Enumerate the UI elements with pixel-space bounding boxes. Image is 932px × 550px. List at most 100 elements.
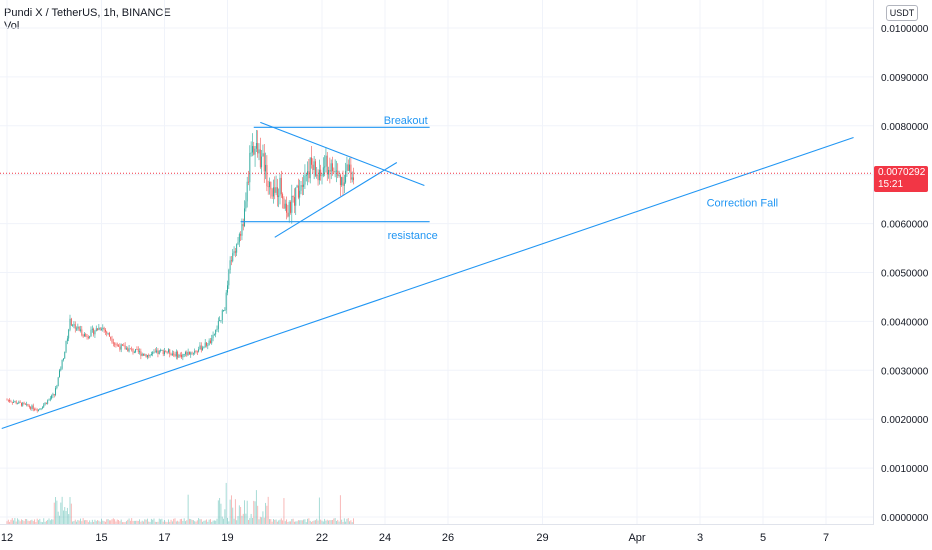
volume-bar <box>240 506 242 524</box>
candle-body <box>343 182 345 186</box>
volume-bar <box>146 518 148 524</box>
volume-bar <box>351 522 353 524</box>
volume-bar <box>238 505 240 524</box>
volume-bar <box>106 519 108 524</box>
candle-body <box>208 340 210 346</box>
candle-body <box>157 350 159 355</box>
candle-body <box>269 181 270 188</box>
time-tick-label: Apr <box>628 532 645 544</box>
volume-bar <box>324 518 326 524</box>
volume-bar <box>99 521 101 524</box>
symbol-title[interactable]: Pundi X / TetherUS, 1h, BINANCE <box>4 7 171 19</box>
volume-bar <box>251 517 253 524</box>
volume-bar <box>34 519 36 524</box>
volume-bar <box>220 503 222 524</box>
volume-bar <box>223 518 225 524</box>
volume-bar <box>161 518 163 524</box>
candles <box>6 129 354 413</box>
time-tick-label: 3 <box>697 532 703 544</box>
currency-button[interactable]: USDT <box>886 5 918 21</box>
volume-bar <box>272 519 274 524</box>
volume-bar <box>85 520 87 524</box>
candle-body <box>249 152 251 183</box>
volume-bar <box>32 521 34 524</box>
volume-bar <box>213 520 215 524</box>
time-axis[interactable]: 12 15 17 19 22 24 26 29 Apr 3 5 7 <box>1 532 829 544</box>
candle-body <box>174 354 176 357</box>
volume-bar <box>123 522 125 524</box>
candle-body <box>295 187 297 206</box>
volume-bar <box>212 520 214 524</box>
volume-bar <box>206 519 207 524</box>
candle-body <box>250 152 252 154</box>
candle-body <box>278 195 280 198</box>
volume-bar <box>31 519 33 524</box>
volume-bar <box>236 520 238 524</box>
volume-bar <box>297 520 299 524</box>
candle-body <box>7 399 9 401</box>
volume-bar <box>103 521 105 524</box>
volume-bar <box>62 510 64 524</box>
candle-body <box>236 244 238 253</box>
candle-body <box>259 149 261 168</box>
candle-body <box>81 329 83 336</box>
candle-body <box>36 409 38 411</box>
volume-bar <box>154 521 156 524</box>
volume-bar <box>203 520 205 524</box>
volume-bar <box>41 522 43 524</box>
annotation-text[interactable]: Breakout <box>384 115 428 127</box>
time-tick-label: 19 <box>221 532 233 544</box>
candle-body <box>309 157 311 179</box>
candle-body <box>230 260 232 262</box>
volume-bar <box>108 520 110 524</box>
volume-bar <box>28 521 30 524</box>
candle-body <box>204 342 206 348</box>
candle-body <box>122 344 123 346</box>
volume-bar <box>119 521 121 524</box>
volume-indicator-label[interactable]: Vol <box>4 20 20 32</box>
trend-line-long-support[interactable] <box>1 137 854 430</box>
candle-body <box>238 234 240 243</box>
volume-bar <box>188 518 190 524</box>
candle-body <box>255 143 257 149</box>
candle-body <box>312 164 314 171</box>
candle-body <box>188 351 190 355</box>
volume-bar <box>280 518 282 524</box>
trend-line-triangle-lower[interactable] <box>274 162 398 238</box>
candle-body <box>78 326 80 331</box>
trend-line-triangle-upper[interactable] <box>260 121 425 186</box>
volume-bar <box>191 519 193 524</box>
volume-bar <box>303 519 305 524</box>
annotation-text[interactable]: Correction Fall <box>707 197 779 209</box>
candle-body <box>19 401 21 403</box>
volume-bar <box>233 518 235 524</box>
candle-body <box>326 155 328 175</box>
volume-bar <box>72 521 74 524</box>
candle-body <box>143 353 144 356</box>
candle-body <box>173 353 175 355</box>
volume-bar <box>156 521 158 524</box>
price-tick-label: 0.0040000 <box>881 317 929 328</box>
volume-bar <box>93 521 95 524</box>
candle-body <box>99 327 101 330</box>
volume-bar <box>237 516 239 524</box>
volume-bar <box>291 519 293 524</box>
candle-body <box>318 169 320 181</box>
candle-body <box>115 343 117 345</box>
candle-body <box>267 186 269 188</box>
candle-body <box>198 349 200 352</box>
candle-body <box>304 175 306 185</box>
price-axis[interactable]: 0.0000000 0.0010000 0.0020000 0.0030000 0.00… <box>881 24 929 524</box>
candle-body <box>342 177 344 186</box>
volume-bar <box>338 521 340 524</box>
volume-bar <box>76 521 78 524</box>
volume-bar <box>18 519 20 524</box>
candle-body <box>132 348 134 353</box>
candle-body <box>30 406 32 409</box>
candle-body <box>287 212 289 217</box>
annotation-text[interactable]: resistance <box>388 230 438 242</box>
candle-body <box>127 348 129 352</box>
candle-body <box>14 401 16 403</box>
candle-body <box>334 171 336 173</box>
